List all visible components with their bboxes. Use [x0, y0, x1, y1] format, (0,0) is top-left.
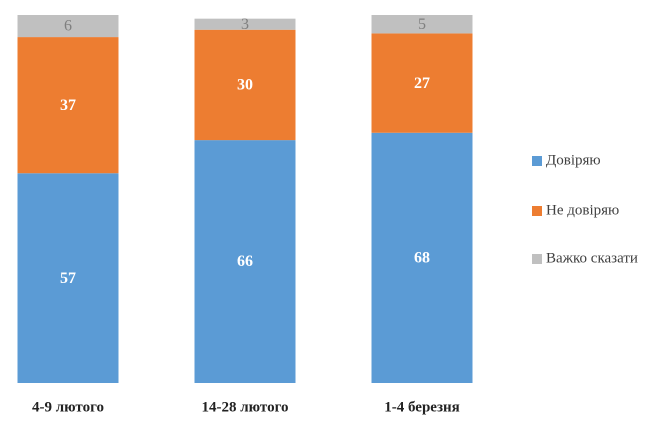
bar-segment	[17, 173, 119, 383]
x-tick-label: 4-9 лютого	[32, 399, 104, 415]
legend-label: Довіряю	[546, 152, 601, 168]
bar-segment	[371, 132, 473, 383]
legend-label: Не довіряю	[546, 202, 619, 218]
bar-segment	[194, 18, 296, 30]
bar-segment	[17, 15, 119, 38]
data-label: 57	[60, 270, 76, 287]
data-label: 30	[237, 77, 253, 94]
x-tick-label: 14-28 лютого	[201, 399, 288, 415]
data-label: 6	[64, 18, 72, 35]
x-tick-label: 1-4 березня	[384, 399, 460, 415]
data-label: 66	[237, 253, 253, 270]
bar-segment	[194, 29, 296, 141]
data-label: 37	[60, 97, 76, 114]
bar-segment	[371, 33, 473, 133]
bar-segment	[194, 140, 296, 383]
bar-segment	[17, 37, 119, 174]
legend-label: Важко сказати	[546, 250, 638, 266]
bar-segment	[371, 15, 473, 34]
data-label: 5	[418, 16, 426, 33]
legend-swatch	[532, 156, 542, 166]
data-label: 3	[241, 16, 249, 33]
legend-swatch	[532, 206, 542, 216]
data-label: 68	[414, 250, 430, 267]
legend-swatch	[532, 254, 542, 264]
data-label: 27	[414, 75, 430, 92]
